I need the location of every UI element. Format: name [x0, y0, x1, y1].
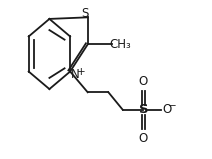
Text: CH₃: CH₃ [109, 38, 131, 51]
Text: +: + [77, 67, 86, 77]
Text: N: N [71, 68, 80, 81]
Text: O: O [162, 103, 171, 116]
Text: S: S [81, 7, 88, 20]
Text: O: O [139, 75, 148, 88]
Text: O: O [139, 132, 148, 145]
Text: S: S [139, 103, 148, 116]
Text: −: − [168, 101, 177, 111]
